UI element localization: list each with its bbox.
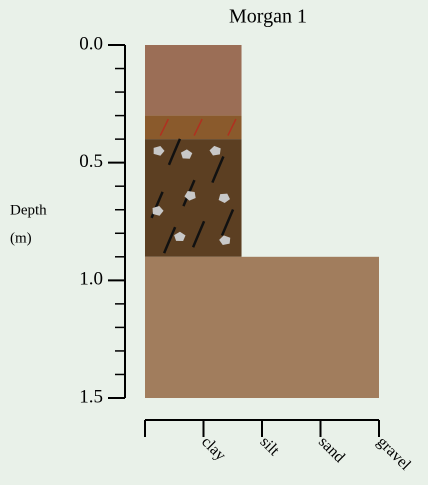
x-tick-label: silt [257,433,283,459]
y-tick-label: 1.0 [79,269,103,290]
y-tick-label: 1.5 [79,386,103,407]
y-tick-label: 0.0 [79,33,103,54]
chart-title: Morgan 1 [229,6,307,28]
chart: Morgan 1 Depth (m) 0.0 0.5 1.0 1.5 clay silt s… [0,0,428,485]
layer [145,45,242,116]
layer [145,257,379,398]
y-tick-label: 0.5 [79,151,103,172]
layer [145,116,242,140]
y-axis-label: Depth [10,202,47,218]
x-tick-label: gravel [374,433,415,474]
x-tick-label: clay [198,433,229,464]
y-axis-label: (m) [10,230,32,246]
x-tick-label: sand [315,433,348,466]
